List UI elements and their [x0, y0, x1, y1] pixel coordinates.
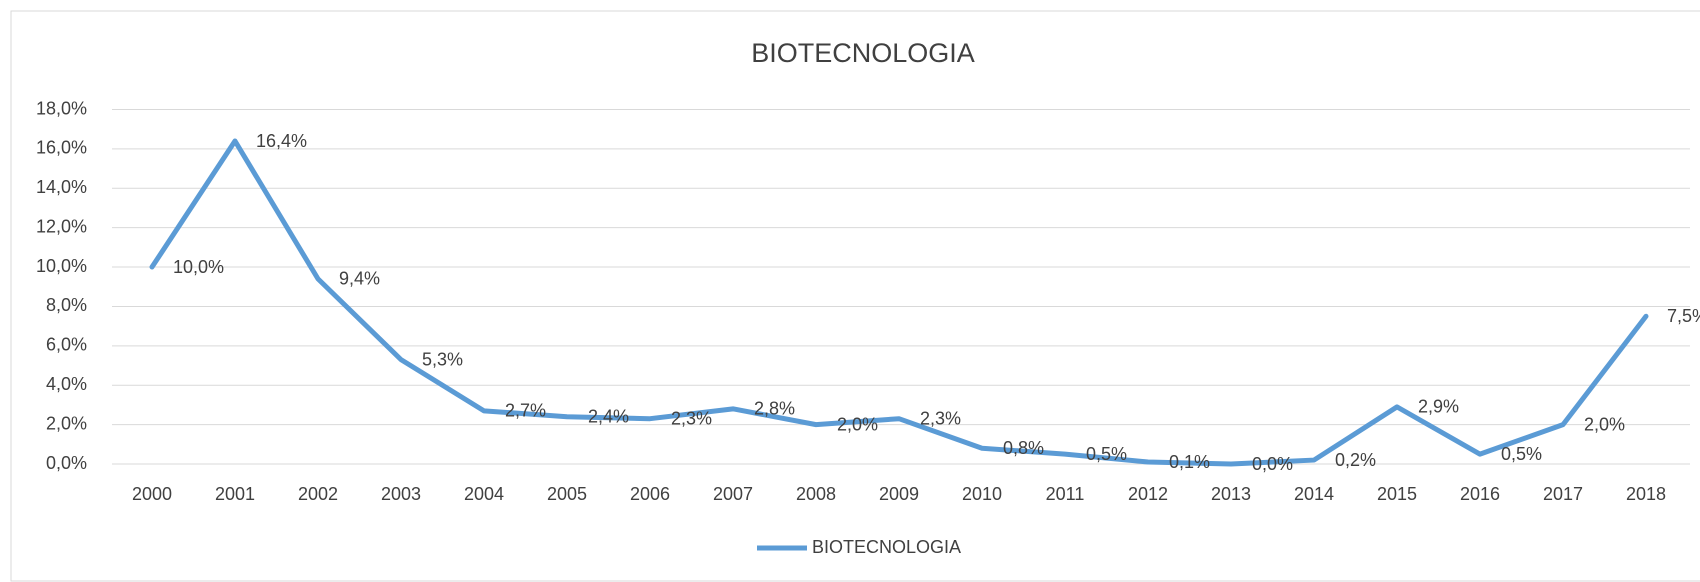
x-tick-label: 2010	[962, 484, 1002, 504]
data-label: 0,8%	[1003, 438, 1044, 458]
y-tick-label: 16,0%	[36, 138, 87, 158]
x-tick-label: 2014	[1294, 484, 1334, 504]
data-label: 2,4%	[588, 406, 629, 426]
data-label: 9,4%	[339, 269, 380, 289]
y-tick-label: 14,0%	[36, 177, 87, 197]
legend-label: BIOTECNOLOGIA	[812, 537, 961, 557]
data-label: 2,7%	[505, 401, 546, 421]
y-tick-label: 8,0%	[46, 295, 87, 315]
data-label: 2,0%	[1584, 414, 1625, 434]
x-tick-label: 2017	[1543, 484, 1583, 504]
chart-frame	[10, 10, 1700, 582]
x-tick-label: 2011	[1046, 484, 1085, 504]
x-tick-label: 2004	[464, 484, 504, 504]
x-tick-label: 2001	[215, 484, 255, 504]
data-label: 0,5%	[1086, 444, 1127, 464]
y-tick-label: 10,0%	[36, 256, 87, 276]
data-label: 7,5%	[1667, 306, 1700, 326]
data-label: 2,8%	[754, 399, 795, 419]
x-tick-label: 2003	[381, 484, 421, 504]
data-line	[149, 138, 1649, 467]
data-label: 0,2%	[1335, 450, 1376, 470]
data-label: 0,5%	[1501, 444, 1542, 464]
x-tick-label: 2006	[630, 484, 670, 504]
data-label: 2,9%	[1418, 397, 1459, 417]
data-label: 0,0%	[1252, 454, 1293, 474]
x-tick-label: 2005	[547, 484, 587, 504]
y-tick-label: 2,0%	[46, 413, 87, 433]
data-label: 2,3%	[920, 408, 961, 428]
x-tick-label: 2009	[879, 484, 919, 504]
x-tick-label: 2007	[713, 484, 753, 504]
data-label: 2,3%	[671, 408, 712, 428]
x-tick-label: 2016	[1460, 484, 1500, 504]
data-label: 5,3%	[422, 349, 463, 369]
chart-title: BIOTECNOLOGIA	[751, 38, 975, 68]
x-tick-label: 2018	[1626, 484, 1666, 504]
x-tick-label: 2015	[1377, 484, 1417, 504]
x-tick-label: 2000	[132, 484, 172, 504]
y-tick-label: 6,0%	[46, 335, 87, 355]
x-tick-label: 2012	[1128, 484, 1168, 504]
y-tick-label: 12,0%	[36, 216, 87, 236]
x-tick-label: 2002	[298, 484, 338, 504]
y-tick-label: 4,0%	[46, 374, 87, 394]
y-tick-label: 0,0%	[46, 453, 87, 473]
data-label: 16,4%	[256, 131, 307, 151]
data-label: 10,0%	[173, 257, 224, 277]
y-tick-label: 18,0%	[36, 98, 87, 118]
data-label: 0,1%	[1169, 452, 1210, 472]
data-label: 2,0%	[837, 414, 878, 434]
x-tick-label: 2008	[796, 484, 836, 504]
x-tick-label: 2013	[1211, 484, 1251, 504]
